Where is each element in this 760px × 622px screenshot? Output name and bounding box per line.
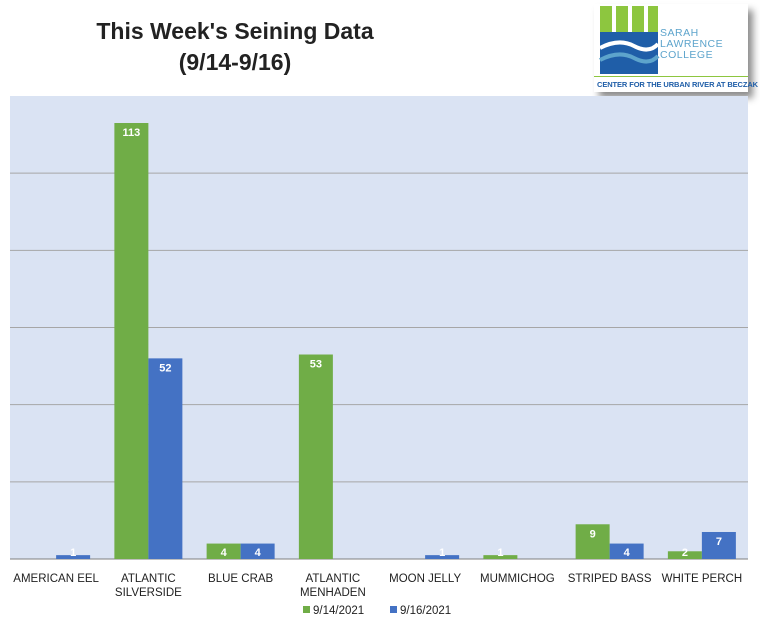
data-labels: 1 113 52 4 4 53 1 1 9 4 2 7	[70, 127, 722, 559]
legend: 9/14/2021 9/16/2021	[303, 605, 451, 617]
chart-title: This Week's Seining Data (9/14-9/16)	[90, 16, 380, 78]
bar	[667, 551, 702, 559]
bar	[575, 524, 610, 559]
data-label: 1	[439, 547, 445, 559]
bar	[148, 358, 183, 559]
bar	[114, 123, 149, 559]
bar	[425, 555, 460, 559]
data-label: 53	[310, 359, 322, 371]
logo-graphic	[594, 6, 748, 77]
logo-line: SARAH	[660, 27, 699, 39]
category-label: MOON JELLY	[389, 573, 461, 585]
category-label: WHITE PERCH	[662, 573, 743, 585]
data-label: 4	[624, 547, 631, 559]
data-label: 52	[159, 362, 171, 374]
bar	[483, 555, 518, 559]
bar	[206, 543, 241, 559]
bar	[609, 543, 644, 559]
category-label: MUMMICHOG	[480, 573, 555, 585]
college-logo: SARAH LAWRENCE COLLEGE CENTER FOR THE UR…	[594, 4, 758, 92]
bar	[240, 543, 275, 559]
legend-swatch	[303, 606, 310, 613]
bar	[298, 354, 333, 559]
chart-title-line2: (9/14-9/16)	[178, 49, 292, 75]
category-label: BLUE CRAB	[208, 573, 274, 585]
legend-entry: 9/14/2021	[313, 605, 364, 617]
data-label: 1	[497, 547, 503, 559]
data-label: 113	[123, 127, 141, 139]
chart-title-line1: This Week's Seining Data	[96, 18, 374, 44]
data-label: 7	[716, 536, 722, 548]
data-label: 4	[255, 547, 262, 559]
data-label: 9	[590, 528, 596, 540]
legend-entry: 9/16/2021	[400, 605, 451, 617]
legend-swatch	[390, 606, 397, 613]
logo-line: LAWRENCE	[660, 38, 724, 50]
category-labels: AMERICAN EEL ATLANTIC SILVERSIDE BLUE CRAB A…	[13, 573, 742, 599]
category-label: AMERICAN EEL	[13, 573, 99, 585]
logo-line: COLLEGE	[660, 49, 714, 61]
category-label: MENHADEN	[300, 587, 366, 599]
category-label: SILVERSIDE	[115, 587, 182, 599]
category-label: ATLANTIC	[306, 573, 361, 585]
data-label: 4	[221, 547, 228, 559]
logo-tagline: CENTER FOR THE URBAN RIVER AT BECZAK	[597, 80, 758, 89]
data-label: 1	[70, 547, 76, 559]
category-label: STRIPED BASS	[568, 573, 652, 585]
bar	[56, 555, 91, 559]
bar	[701, 531, 736, 559]
bars	[56, 123, 736, 559]
category-label: ATLANTIC	[121, 573, 176, 585]
data-label: 2	[682, 547, 688, 559]
logo-wordmark: SARAH LAWRENCE COLLEGE	[660, 28, 723, 61]
